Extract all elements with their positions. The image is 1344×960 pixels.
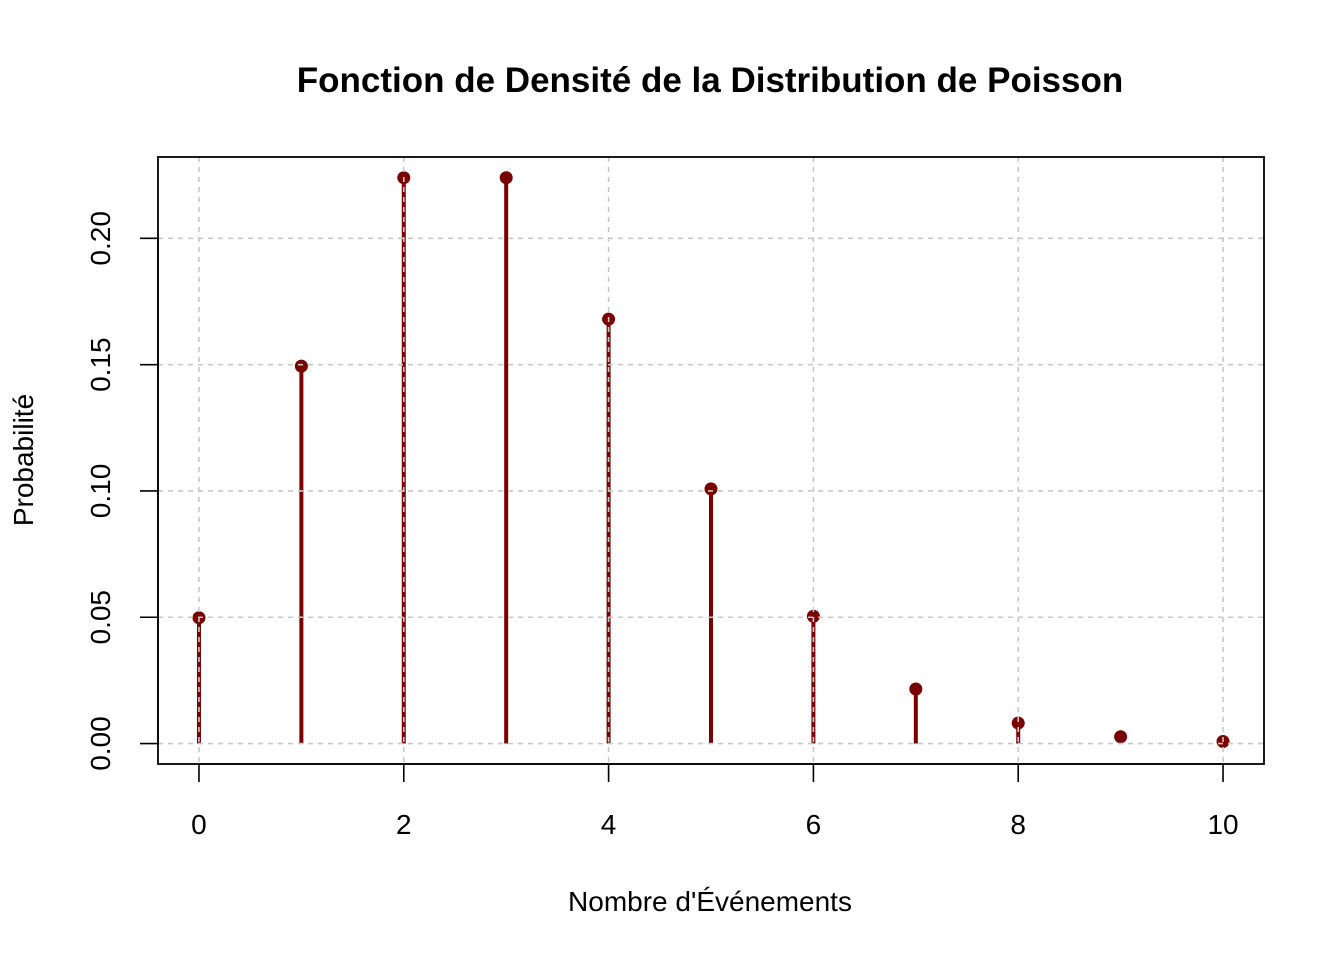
grid (158, 157, 1264, 764)
x-tick-label-6: 6 (806, 809, 822, 840)
y-tick-label-0.05: 0.05 (85, 590, 116, 645)
stems (192, 171, 1230, 749)
x-tick-label-0: 0 (191, 809, 207, 840)
chart-title: Fonction de Densité de la Distribution d… (297, 61, 1123, 100)
y-axis-label: Probabilité (8, 394, 39, 526)
x-tick-label-10: 10 (1207, 809, 1238, 840)
data-point-8 (1011, 716, 1025, 730)
data-point-3 (499, 171, 513, 185)
x-tick-label-8: 8 (1010, 809, 1026, 840)
x-tick-label-4: 4 (601, 809, 617, 840)
x-tick-label-2: 2 (396, 809, 412, 840)
y-tick-label-0.1: 0.10 (85, 464, 116, 519)
data-point-6 (806, 609, 820, 623)
y-tick-label-0.2: 0.20 (85, 211, 116, 266)
data-point-9 (1114, 730, 1128, 744)
data-point-5 (704, 482, 718, 496)
x-axis-label: Nombre d'Événements (568, 886, 852, 917)
y-tick-label-0.15: 0.15 (85, 337, 116, 392)
y-axis: 0.00 0.05 0.10 0.15 0.20 (85, 211, 159, 771)
y-tick-label-0: 0.00 (85, 716, 116, 771)
data-point-1 (294, 359, 308, 373)
x-axis: 0 2 4 6 8 10 (191, 763, 1239, 840)
data-point-7 (909, 682, 923, 696)
